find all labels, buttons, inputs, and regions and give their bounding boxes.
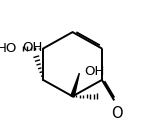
Text: OH: OH <box>23 41 43 54</box>
Text: HO: HO <box>0 42 17 55</box>
Text: O: O <box>111 106 123 121</box>
Polygon shape <box>71 73 79 97</box>
Text: OH: OH <box>84 65 105 78</box>
